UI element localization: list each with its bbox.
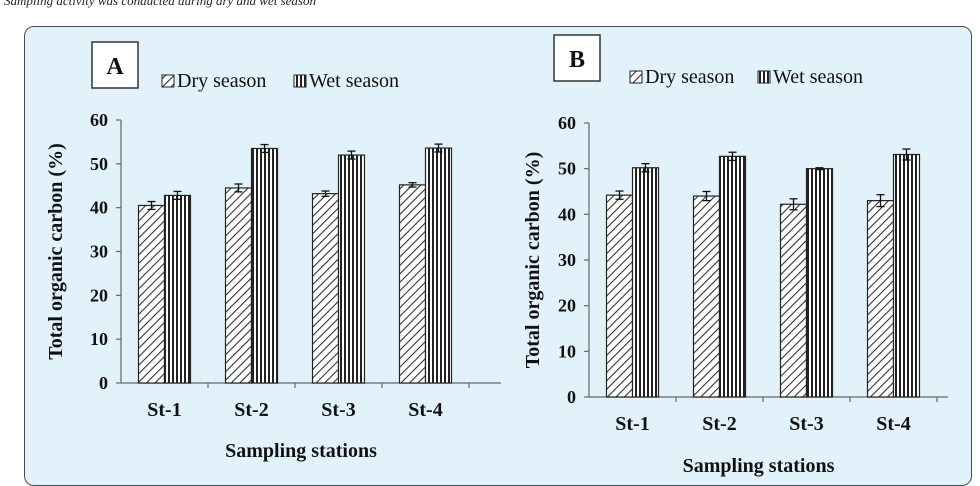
header-snippet: Sampling activity was conducted during d… (4, 0, 316, 8)
y-axis-label: Total organic carbon (%) (522, 152, 544, 368)
bar-wet-st-2 (250, 147, 279, 384)
bar-dry-st-2 (224, 187, 253, 384)
chart-panel-b: B Dry season Wet season 0 10 20 30 40 50 60 Total … (503, 0, 973, 477)
bar-wet-st-3 (337, 154, 366, 384)
bar-wet-st-4 (424, 147, 453, 384)
legend-swatch-dry (629, 70, 643, 84)
bar-wet-st-3 (805, 168, 834, 398)
y-tick-label: 20 (90, 285, 108, 305)
bar-wet-st-2 (718, 155, 747, 398)
bar-wet-st-1 (631, 167, 660, 398)
legend-label-dry: Dry season (645, 66, 734, 88)
bar-wet-st-4 (892, 153, 921, 398)
bar-dry-st-1 (137, 204, 166, 384)
panel-label: B (569, 47, 585, 73)
legend-swatch-wet (293, 74, 307, 88)
legend-swatch-dry (161, 74, 175, 88)
y-tick-label: 60 (558, 113, 576, 133)
panel-label-box (553, 34, 601, 82)
chart-a-svg: A Dry season Wet season 0 10 20 30 40 50 60 Total … (45, 41, 501, 462)
legend-swatch-wet (757, 70, 771, 84)
y-axis-label: Total organic carbon (%) (45, 143, 67, 359)
x-tick-label-st-4: St-4 (876, 413, 910, 435)
bar-dry-st-2 (692, 195, 721, 398)
legend-label-dry: Dry season (177, 70, 266, 92)
bar-dry-st-3 (311, 193, 340, 384)
y-tick-label: 0 (567, 387, 576, 407)
y-tick-label: 40 (558, 204, 576, 224)
x-axis-label: Sampling stations (225, 440, 377, 462)
y-tick-label: 50 (90, 154, 108, 174)
x-tick-label-st-2: St-2 (234, 399, 268, 421)
y-tick-label: 20 (558, 296, 576, 316)
bar-dry-st-4 (398, 184, 427, 384)
y-tick-label: 30 (558, 250, 576, 270)
legend-label-wet: Wet season (309, 70, 399, 92)
bar-dry-st-1 (605, 194, 634, 398)
y-tick-label: 10 (558, 341, 576, 361)
x-axis-label: Sampling stations (683, 455, 835, 477)
bar-dry-st-4 (866, 200, 895, 398)
y-tick-label: 30 (90, 242, 108, 262)
y-tick-label: 50 (558, 159, 576, 179)
panel-label-box (91, 41, 139, 89)
y-tick-label: 60 (90, 110, 108, 130)
x-tick-label-st-2: St-2 (702, 413, 736, 435)
x-tick-label-st-1: St-1 (147, 399, 181, 421)
x-tick-label-st-1: St-1 (615, 413, 649, 435)
bar-wet-st-1 (163, 194, 192, 384)
y-tick-label: 10 (90, 329, 108, 349)
x-tick-label-st-4: St-4 (408, 399, 442, 421)
x-tick-label-st-3: St-3 (789, 413, 823, 435)
chart-b-svg: B Dry season Wet season 0 10 20 30 40 50 60 Total … (522, 34, 948, 477)
legend-label-wet: Wet season (773, 66, 863, 88)
x-tick-label-st-3: St-3 (321, 399, 355, 421)
chart-panel-a: A Dry season Wet season 0 10 20 30 40 50 60 Total … (28, 0, 503, 465)
bar-dry-st-3 (779, 203, 808, 398)
y-tick-label: 0 (99, 373, 108, 393)
y-tick-label: 40 (90, 198, 108, 218)
panel-label: A (106, 54, 124, 80)
